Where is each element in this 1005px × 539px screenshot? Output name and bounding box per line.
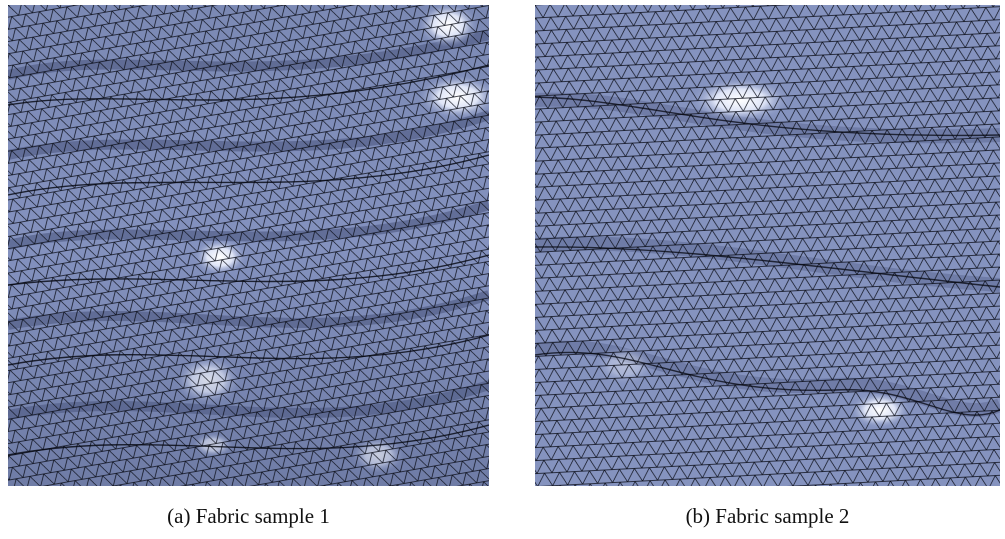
caption: (a) Fabric sample 1	[167, 504, 330, 528]
fabric-image-2	[535, 5, 1000, 486]
fabric-image-1	[8, 5, 489, 486]
caption: (b) Fabric sample 2	[685, 504, 850, 528]
